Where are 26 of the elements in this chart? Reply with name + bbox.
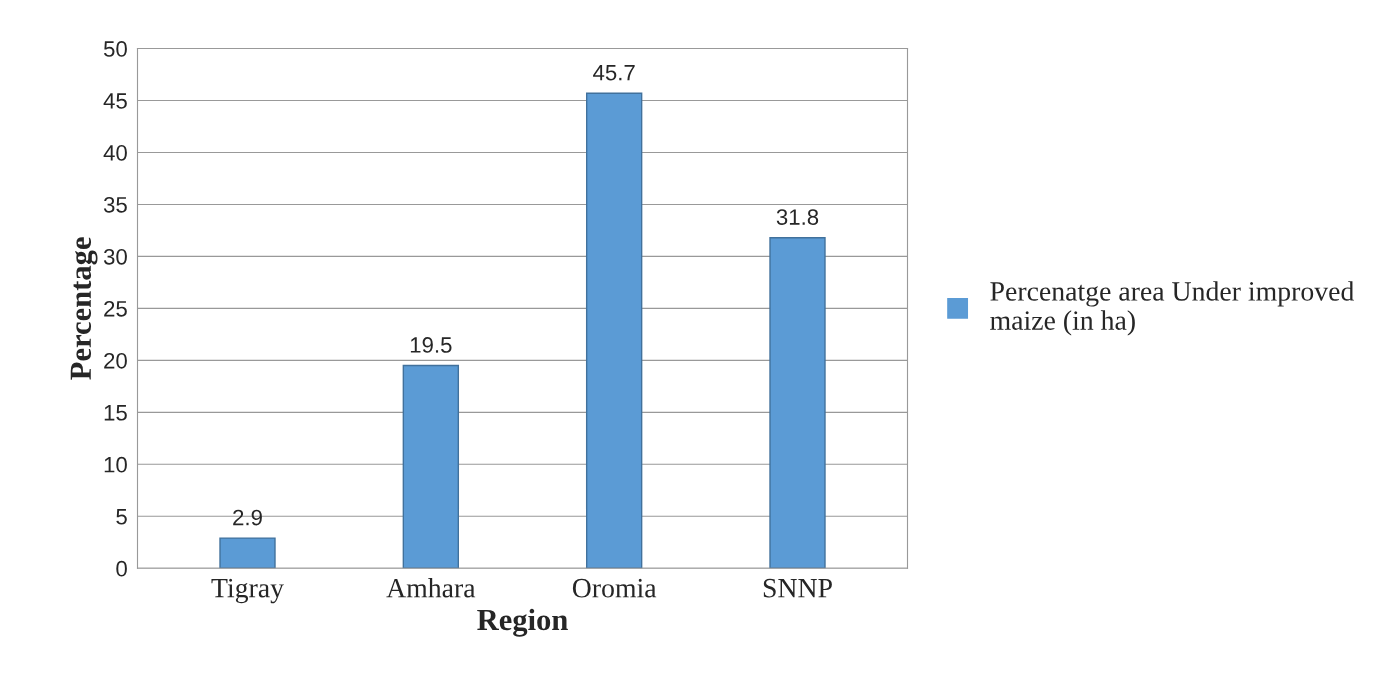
y-tick-label: 25 — [104, 300, 127, 317]
y-tick-label: 40 — [103, 144, 127, 161]
y-tick-label: 30 — [103, 248, 127, 265]
bar — [402, 364, 460, 569]
bar — [585, 92, 643, 569]
bar — [769, 237, 826, 569]
y-tick-label: 50 — [103, 41, 127, 57]
data-label: 45.7 — [593, 64, 635, 81]
data-label: 31.8 — [776, 209, 819, 225]
x-tick-label: Tigray — [211, 578, 284, 604]
y-tick-label: 0 — [116, 560, 127, 577]
data-label: 2.9 — [233, 509, 262, 526]
bar — [219, 537, 276, 569]
data-label: 19.5 — [410, 337, 452, 353]
x-tick-label: SNNP — [763, 578, 832, 598]
y-tick-label: 5 — [116, 509, 127, 525]
x-tick-label: Amhara — [386, 577, 476, 598]
y-tick-label: 10 — [104, 456, 127, 473]
y-tick-label: 15 — [104, 405, 127, 421]
x-tick-label: Oromia — [572, 578, 657, 598]
x-axis-title: Region — [477, 608, 568, 637]
y-tick-label: 20 — [104, 352, 127, 369]
y-tick-label: 45 — [103, 93, 127, 109]
y-tick-label: 35 — [103, 196, 127, 213]
legend-label: Percenatge area Under improved maize (in ha) — [990, 281, 1355, 336]
y-axis-title: Percentage — [70, 237, 98, 380]
